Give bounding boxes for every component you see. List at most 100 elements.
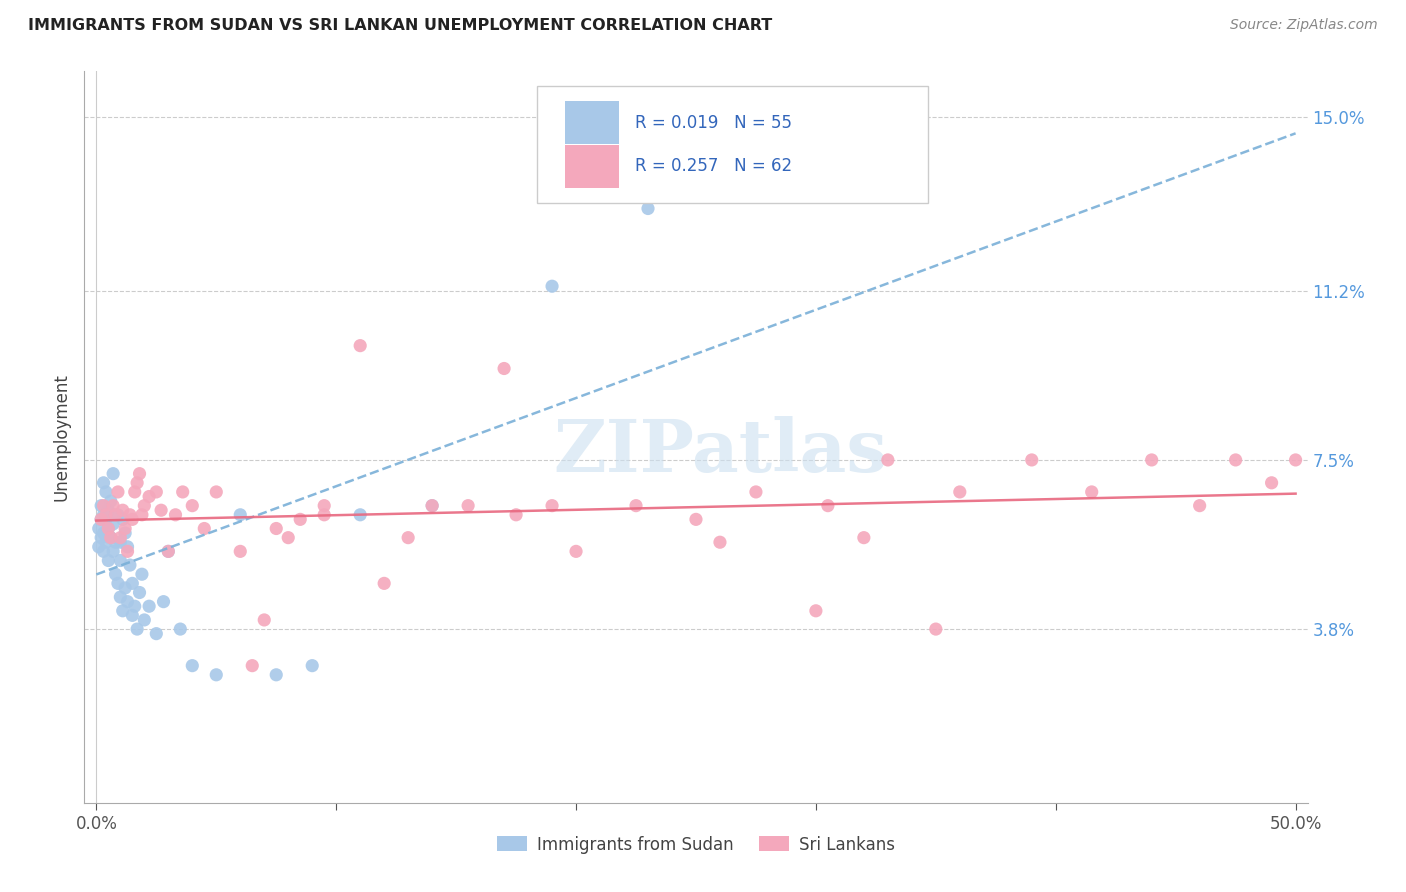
Sri Lankans [145, 485, 167, 500]
Sri Lankans [165, 508, 187, 522]
Immigrants from Sudan [97, 553, 120, 567]
Sri Lankans [505, 508, 527, 522]
Immigrants from Sudan [87, 540, 110, 554]
Sri Lankans [745, 485, 768, 500]
Sri Lankans [396, 531, 419, 545]
FancyBboxPatch shape [537, 86, 928, 203]
Immigrants from Sudan [114, 581, 136, 595]
Immigrants from Sudan [87, 521, 110, 535]
Legend: Immigrants from Sudan, Sri Lankans: Immigrants from Sudan, Sri Lankans [491, 829, 901, 860]
Sri Lankans [565, 544, 588, 558]
Sri Lankans [1260, 475, 1282, 490]
Sri Lankans [104, 508, 127, 522]
Immigrants from Sudan [157, 544, 180, 558]
Immigrants from Sudan [110, 553, 132, 567]
Sri Lankans [193, 521, 215, 535]
Immigrants from Sudan [138, 599, 160, 614]
Immigrants from Sudan [118, 558, 141, 573]
Immigrants from Sudan [94, 512, 117, 526]
Immigrants from Sudan [100, 494, 122, 508]
Immigrants from Sudan [420, 499, 443, 513]
Text: IMMIGRANTS FROM SUDAN VS SRI LANKAN UNEMPLOYMENT CORRELATION CHART: IMMIGRANTS FROM SUDAN VS SRI LANKAN UNEM… [28, 18, 772, 33]
Immigrants from Sudan [349, 508, 371, 522]
Sri Lankans [685, 512, 707, 526]
Immigrants from Sudan [100, 531, 122, 545]
Immigrants from Sudan [93, 544, 115, 558]
Sri Lankans [128, 467, 150, 481]
Sri Lankans [134, 499, 156, 513]
Sri Lankans [314, 499, 336, 513]
Immigrants from Sudan [301, 658, 323, 673]
Immigrants from Sudan [101, 544, 124, 558]
Immigrants from Sudan [90, 512, 112, 526]
Immigrants from Sudan [97, 521, 120, 535]
Immigrants from Sudan [117, 595, 139, 609]
Immigrants from Sudan [101, 467, 124, 481]
Sri Lankans [1225, 453, 1247, 467]
Immigrants from Sudan [205, 667, 228, 681]
Sri Lankans [1140, 453, 1163, 467]
Immigrants from Sudan [110, 535, 132, 549]
Sri Lankans [97, 521, 120, 535]
Sri Lankans [124, 485, 146, 500]
Immigrants from Sudan [124, 599, 146, 614]
Text: Source: ZipAtlas.com: Source: ZipAtlas.com [1230, 18, 1378, 32]
Sri Lankans [90, 512, 112, 526]
Sri Lankans [494, 361, 516, 376]
Immigrants from Sudan [93, 526, 115, 541]
Sri Lankans [624, 499, 647, 513]
Sri Lankans [876, 453, 898, 467]
Immigrants from Sudan [181, 658, 204, 673]
Sri Lankans [94, 508, 117, 522]
Immigrants from Sudan [264, 667, 287, 681]
Immigrants from Sudan [90, 531, 112, 545]
Sri Lankans [1021, 453, 1043, 467]
FancyBboxPatch shape [565, 145, 619, 188]
Sri Lankans [127, 475, 149, 490]
Sri Lankans [118, 508, 141, 522]
Immigrants from Sudan [111, 604, 134, 618]
Sri Lankans [131, 508, 153, 522]
Sri Lankans [93, 499, 115, 513]
Sri Lankans [804, 604, 827, 618]
Sri Lankans [114, 521, 136, 535]
Immigrants from Sudan [94, 485, 117, 500]
Sri Lankans [138, 490, 160, 504]
Sri Lankans [205, 485, 228, 500]
Sri Lankans [157, 544, 180, 558]
Sri Lankans [100, 531, 122, 545]
Sri Lankans [1080, 485, 1102, 500]
Text: R = 0.257   N = 62: R = 0.257 N = 62 [636, 158, 792, 176]
Immigrants from Sudan [145, 626, 167, 640]
Sri Lankans [240, 658, 263, 673]
Immigrants from Sudan [93, 475, 115, 490]
Sri Lankans [150, 503, 173, 517]
Sri Lankans [172, 485, 194, 500]
Sri Lankans [111, 503, 134, 517]
Sri Lankans [817, 499, 839, 513]
Immigrants from Sudan [107, 508, 129, 522]
Sri Lankans [373, 576, 395, 591]
Immigrants from Sudan [104, 567, 127, 582]
Sri Lankans [264, 521, 287, 535]
Immigrants from Sudan [114, 526, 136, 541]
Immigrants from Sudan [169, 622, 191, 636]
Y-axis label: Unemployment: Unemployment [52, 373, 70, 501]
Sri Lankans [229, 544, 252, 558]
Immigrants from Sudan [134, 613, 156, 627]
Text: R = 0.019   N = 55: R = 0.019 N = 55 [636, 113, 792, 131]
Sri Lankans [290, 512, 312, 526]
Sri Lankans [949, 485, 972, 500]
Immigrants from Sudan [110, 590, 132, 604]
Text: ZIPatlas: ZIPatlas [554, 417, 887, 487]
Sri Lankans [314, 508, 336, 522]
Sri Lankans [925, 622, 948, 636]
Sri Lankans [457, 499, 479, 513]
Sri Lankans [349, 338, 371, 352]
Immigrants from Sudan [90, 499, 112, 513]
Immigrants from Sudan [229, 508, 252, 522]
Immigrants from Sudan [131, 567, 153, 582]
Sri Lankans [1284, 453, 1306, 467]
Immigrants from Sudan [121, 576, 143, 591]
Immigrants from Sudan [97, 503, 120, 517]
